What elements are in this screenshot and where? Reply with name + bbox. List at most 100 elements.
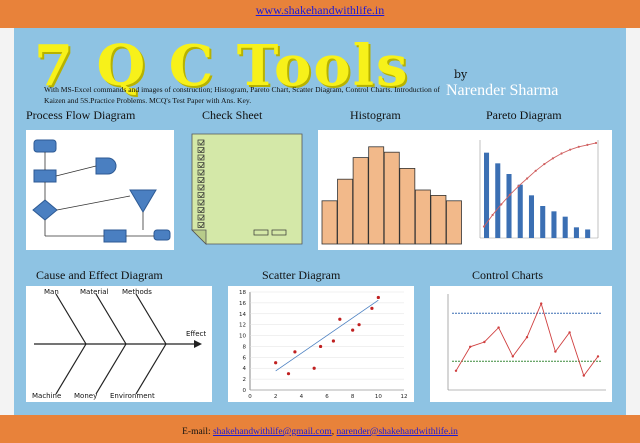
process-flow-diagram <box>32 139 171 243</box>
pareto-bar <box>517 184 523 238</box>
scatter-y-tick: 6 <box>243 355 247 361</box>
check-sheet-paper <box>191 133 303 245</box>
control-point <box>511 355 514 358</box>
website-link[interactable]: www.shakehandwithlife.in <box>255 3 385 17</box>
email-link-1[interactable]: shakehandwithlife@gmail.com <box>212 427 332 437</box>
check-mark <box>198 215 205 221</box>
check-box <box>197 147 205 153</box>
scatter-trendline <box>275 299 379 372</box>
effect-label: Effect <box>186 330 206 338</box>
scatter-chart: 0 2 4 6 8 10 12 14 16 18 0 2 4 6 8 10 12 <box>239 290 408 400</box>
scatter-point <box>357 323 361 327</box>
histogram-bar <box>446 200 462 245</box>
footer: E-mail: shakehandwithlife@gmail.com, nar… <box>0 427 640 437</box>
check-mark <box>198 155 205 161</box>
flow-process-node <box>33 169 57 183</box>
scatter-x-tick: 2 <box>274 394 278 400</box>
book-title: 7 Q C Tools <box>34 33 410 99</box>
scatter-y-tick: 12 <box>239 323 246 329</box>
scatter-x-tick: 8 <box>351 394 355 400</box>
pareto-bar <box>528 195 535 238</box>
pareto-point <box>551 157 555 160</box>
pareto-point <box>508 193 511 196</box>
by-label: by <box>454 68 468 81</box>
scatter-label: Scatter Diagram <box>262 268 341 282</box>
scatter-y-tick: 16 <box>239 301 246 307</box>
cause-money: Money <box>74 392 97 400</box>
pareto-point <box>577 145 580 148</box>
pareto-point <box>534 169 537 172</box>
histogram-panel <box>318 130 466 250</box>
scatter-y-tick: 8 <box>243 344 247 350</box>
check-mark <box>198 207 205 213</box>
check-box <box>197 214 205 221</box>
control-panel <box>430 286 612 402</box>
scatter-x-tick: 6 <box>325 394 329 400</box>
scatter-point <box>293 350 297 354</box>
scatter-point <box>338 317 342 321</box>
check-box <box>197 222 205 228</box>
pareto-point <box>543 162 546 166</box>
flow-merge-node <box>129 189 157 213</box>
check-box <box>197 192 205 198</box>
bottom-bar <box>0 415 640 443</box>
pareto-bar <box>562 216 568 238</box>
scatter-y-tick: 14 <box>239 312 246 318</box>
cause-machine: Machine <box>32 392 61 400</box>
pareto-point <box>586 143 589 146</box>
pareto-bar <box>540 206 546 238</box>
pareto-chart <box>479 140 599 239</box>
check-sheet-image <box>191 133 303 245</box>
pareto-point <box>491 213 494 217</box>
scatter-point <box>274 361 278 365</box>
process-flow-label: Process Flow Diagram <box>26 108 136 122</box>
email-link-2[interactable]: narender@shakehandwithlife.in <box>336 427 458 437</box>
pareto-point <box>517 185 520 188</box>
check-mark <box>198 192 205 198</box>
pareto-cumulative-line <box>483 142 597 227</box>
check-box <box>197 207 205 213</box>
check-box <box>197 139 205 146</box>
histogram-bar <box>368 146 385 245</box>
check-mark <box>198 140 205 146</box>
scatter-point <box>376 295 380 300</box>
cause-effect-panel: Man Material Methods Machine Money Envir… <box>26 286 212 402</box>
scatter-panel: 0 2 4 6 8 10 12 14 16 18 0 2 4 6 8 10 12 <box>228 286 414 402</box>
email-label: E-mail: <box>182 427 211 437</box>
scatter-x-tick: 4 <box>300 394 304 400</box>
pareto-bar <box>495 163 501 238</box>
cause-effect-label: Cause and Effect Diagram <box>36 268 163 282</box>
control-point <box>596 355 600 358</box>
check-mark <box>198 185 205 191</box>
check-mark <box>198 162 205 168</box>
flow-end-node <box>153 229 171 241</box>
scatter-y-tick: 10 <box>239 334 246 340</box>
check-box <box>197 154 205 161</box>
pareto-point <box>569 148 572 151</box>
scatter-y-tick: 4 <box>243 366 247 372</box>
histogram-bar <box>352 157 369 245</box>
histogram-label: Histogram <box>350 108 401 122</box>
pareto-panel <box>462 130 612 250</box>
pareto-point <box>500 203 503 206</box>
control-chart <box>447 294 606 391</box>
scatter-y-tick: 2 <box>243 377 247 383</box>
histogram-bar <box>321 200 338 245</box>
check-mark <box>198 147 205 153</box>
scatter-point <box>318 344 323 349</box>
process-flow-panel <box>26 130 174 250</box>
control-point <box>582 374 585 377</box>
control-point <box>554 350 557 353</box>
cause-methods: Methods <box>122 288 152 296</box>
scatter-x-tick: 0 <box>248 394 252 400</box>
email-separator: , <box>331 427 335 437</box>
check-sheet-label: Check Sheet <box>202 108 263 122</box>
histogram-bar <box>399 168 416 245</box>
pareto-bar <box>551 211 557 238</box>
control-point <box>525 336 529 339</box>
flow-decision-node <box>32 199 58 221</box>
scatter-point <box>286 372 291 376</box>
scatter-point <box>351 328 355 332</box>
scatter-x-tick: 10 <box>375 394 382 400</box>
